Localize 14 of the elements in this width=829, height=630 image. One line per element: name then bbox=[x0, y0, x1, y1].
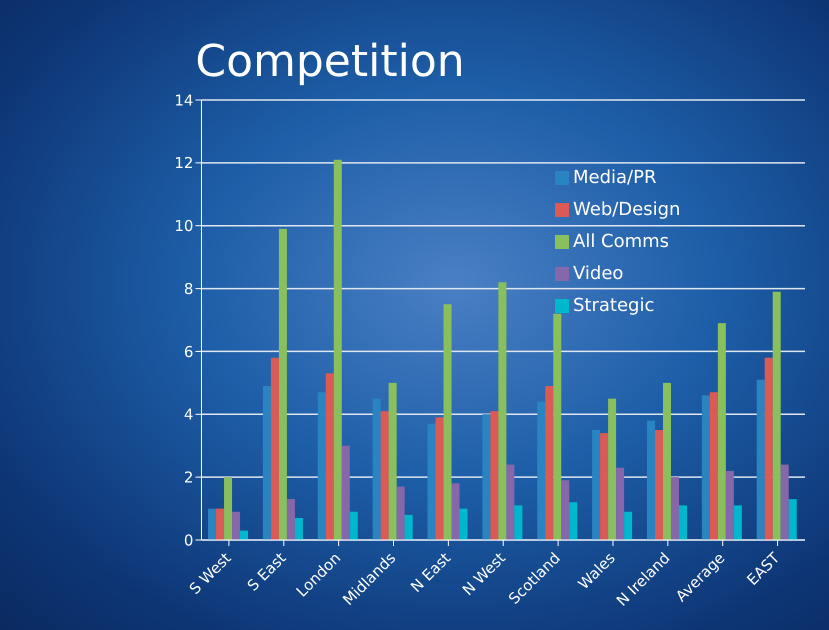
y-tick-label: 6 bbox=[184, 342, 194, 361]
chart-title: Competition bbox=[194, 36, 466, 87]
legend-label: All Comms bbox=[573, 231, 670, 252]
y-tick-label: 14 bbox=[174, 91, 194, 110]
legend-label: Video bbox=[573, 263, 624, 284]
y-tick-label: 4 bbox=[184, 406, 194, 424]
y-tick-label: 0 bbox=[184, 531, 194, 550]
legend-label: Web/Design bbox=[573, 199, 680, 220]
legend-label: Media/PR bbox=[573, 167, 656, 188]
y-tick-label: 2 bbox=[184, 468, 194, 486]
legend-label: Strategic bbox=[573, 295, 654, 316]
y-tick-label: 8 bbox=[184, 280, 194, 298]
y-tick-label: 10 bbox=[174, 217, 194, 236]
y-tick-label: 12 bbox=[174, 154, 194, 172]
